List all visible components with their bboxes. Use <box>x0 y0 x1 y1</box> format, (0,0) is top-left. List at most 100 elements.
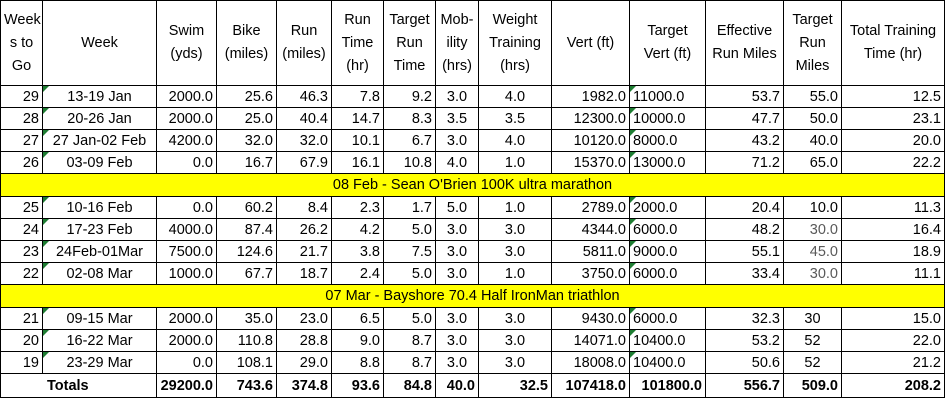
cell-target-vert: 6000.0 <box>629 307 706 330</box>
cell-mobility: 5.0 <box>435 196 479 219</box>
cell-total-training-time: 18.9 <box>841 240 945 263</box>
cell-effective-run-miles: 43.2 <box>705 129 784 152</box>
cell-vert: 4344.0 <box>551 218 630 241</box>
table-body: 29 13-19 Jan 2000.0 25.6 46.3 7.8 9.2 3.0 4.0 198… <box>0 85 945 398</box>
cell-mobility: 3.0 <box>435 240 479 263</box>
cell-bike: 25.0 <box>216 107 277 130</box>
cell-run-time: 7.8 <box>331 85 384 108</box>
table-row: 25 10-16 Feb 0.0 60.2 8.4 2.3 1.7 5.0 1.0 2789.0 2… <box>0 196 945 219</box>
cell-vert: 18008.0 <box>551 351 630 374</box>
cell-weight-training: 3.0 <box>478 329 552 352</box>
total-swim: 29200.0 <box>156 373 217 398</box>
cell-total-training-time: 11.1 <box>841 262 945 285</box>
cell-target-run-miles: 52 <box>783 351 842 374</box>
cell-run-time: 14.7 <box>331 107 384 130</box>
header-week: Week <box>42 0 157 86</box>
cell-mobility: 3.0 <box>435 218 479 241</box>
table-row: 21 09-15 Mar 2000.0 35.0 23.0 6.5 5.0 3.0 3.0 943… <box>0 307 945 330</box>
cell-run: 26.2 <box>276 218 332 241</box>
cell-run: 28.8 <box>276 329 332 352</box>
cell-weight-training: 1.0 <box>478 151 552 174</box>
cell-run-time: 16.1 <box>331 151 384 174</box>
cell-target-run-time: 10.8 <box>383 151 436 174</box>
cell-bike: 108.1 <box>216 351 277 374</box>
cell-total-training-time: 23.1 <box>841 107 945 130</box>
cell-vert: 12300.0 <box>551 107 630 130</box>
cell-run-time: 3.8 <box>331 240 384 263</box>
cell-bike: 110.8 <box>216 329 277 352</box>
cell-mobility: 3.5 <box>435 107 479 130</box>
cell-bike: 35.0 <box>216 307 277 330</box>
cell-effective-run-miles: 53.2 <box>705 329 784 352</box>
cell-bike: 67.7 <box>216 262 277 285</box>
cell-run-time: 6.5 <box>331 307 384 330</box>
header-run-time: Run Time (hr) <box>331 0 384 86</box>
cell-week: 09-15 Mar <box>42 307 157 330</box>
cell-weeks-to-go: 20 <box>0 329 43 352</box>
cell-weeks-to-go: 27 <box>0 129 43 152</box>
cell-run-time: 10.1 <box>331 129 384 152</box>
cell-week: 16-22 Mar <box>42 329 157 352</box>
total-target-run-time: 84.8 <box>383 373 436 398</box>
cell-run: 21.7 <box>276 240 332 263</box>
cell-target-run-time: 8.7 <box>383 351 436 374</box>
cell-total-training-time: 20.0 <box>841 129 945 152</box>
table-row: 26 03-09 Feb 0.0 16.7 67.9 16.1 10.8 4.0 1.0 1537… <box>0 151 945 174</box>
cell-target-vert: 13000.0 <box>629 151 706 174</box>
cell-target-vert: 8000.0 <box>629 129 706 152</box>
cell-mobility: 3.0 <box>435 351 479 374</box>
cell-run: 32.0 <box>276 129 332 152</box>
event-row: 07 Mar - Bayshore 70.4 Half IronMan tria… <box>0 284 945 308</box>
cell-swim: 4200.0 <box>156 129 217 152</box>
cell-effective-run-miles: 50.6 <box>705 351 784 374</box>
cell-target-run-time: 5.0 <box>383 262 436 285</box>
cell-weight-training: 1.0 <box>478 196 552 219</box>
cell-swim: 0.0 <box>156 151 217 174</box>
cell-run: 46.3 <box>276 85 332 108</box>
cell-target-run-time: 9.2 <box>383 85 436 108</box>
cell-bike: 25.6 <box>216 85 277 108</box>
cell-target-vert: 6000.0 <box>629 262 706 285</box>
header-run: Run (miles) <box>276 0 332 86</box>
totals-label: Totals <box>0 373 157 398</box>
cell-effective-run-miles: 55.1 <box>705 240 784 263</box>
cell-weeks-to-go: 25 <box>0 196 43 219</box>
total-run-time: 93.6 <box>331 373 384 398</box>
cell-weight-training: 3.0 <box>478 307 552 330</box>
header-total-training-time: Total Training Time (hr) <box>841 0 945 86</box>
cell-target-run-time: 1.7 <box>383 196 436 219</box>
cell-effective-run-miles: 33.4 <box>705 262 784 285</box>
cell-target-run-time: 7.5 <box>383 240 436 263</box>
table-row: 24 17-23 Feb 4000.0 87.4 26.2 4.2 5.0 3.0 3.0 434… <box>0 218 945 241</box>
table-row: 22 02-08 Mar 1000.0 67.7 18.7 2.4 5.0 3.0 1.0 375… <box>0 262 945 285</box>
header-weight-training: Weight Training (hrs) <box>478 0 552 86</box>
header-effective-run-miles: Effective Run Miles <box>705 0 784 86</box>
header-row: Week s to Go Week Swim (yds) Bike (miles) Ru… <box>0 0 945 86</box>
training-log-table: Week s to Go Week Swim (yds) Bike (miles) Ru… <box>0 0 945 398</box>
total-target-run-miles: 509.0 <box>783 373 842 398</box>
cell-total-training-time: 21.2 <box>841 351 945 374</box>
table-row: 27 27 Jan-02 Feb 4200.0 32.0 32.0 10.1 6.7 3.0 4… <box>0 129 945 152</box>
totals-row: Totals 29200.0 743.6 374.8 93.6 84.8 40.0 32.5 1… <box>0 373 945 398</box>
cell-mobility: 3.0 <box>435 129 479 152</box>
cell-weeks-to-go: 23 <box>0 240 43 263</box>
table-row: 28 20-26 Jan 2000.0 25.0 40.4 14.7 8.3 3.5 3.5 12… <box>0 107 945 130</box>
cell-run-time: 9.0 <box>331 329 384 352</box>
cell-run: 18.7 <box>276 262 332 285</box>
cell-target-run-miles: 10.0 <box>783 196 842 219</box>
total-target-vert: 101800.0 <box>629 373 706 398</box>
cell-bike: 87.4 <box>216 218 277 241</box>
cell-run-time: 2.3 <box>331 196 384 219</box>
header-bike: Bike (miles) <box>216 0 277 86</box>
cell-total-training-time: 12.5 <box>841 85 945 108</box>
header-mobility: Mob-ility (hrs) <box>435 0 479 86</box>
cell-target-run-miles: 50.0 <box>783 107 842 130</box>
cell-mobility: 3.0 <box>435 85 479 108</box>
cell-total-training-time: 16.4 <box>841 218 945 241</box>
cell-target-run-time: 8.3 <box>383 107 436 130</box>
cell-weight-training: 1.0 <box>478 262 552 285</box>
cell-target-run-time: 5.0 <box>383 307 436 330</box>
cell-weeks-to-go: 28 <box>0 107 43 130</box>
cell-weight-training: 4.0 <box>478 129 552 152</box>
cell-week: 27 Jan-02 Feb <box>42 129 157 152</box>
